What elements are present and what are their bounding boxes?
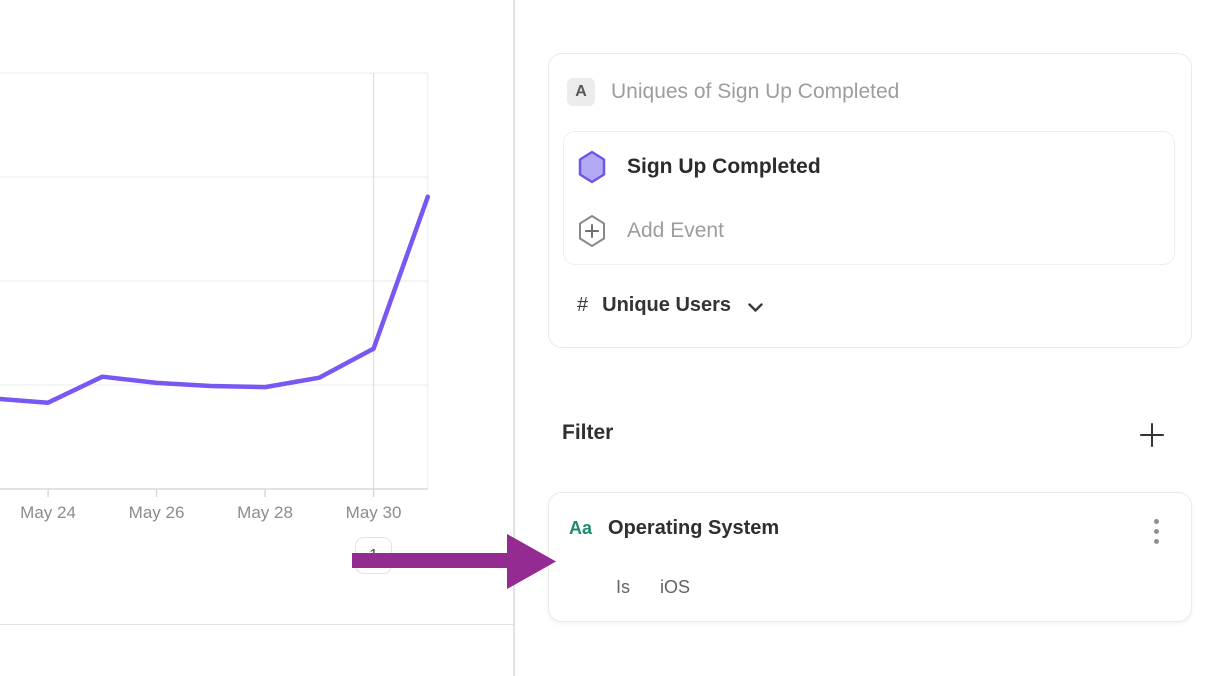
plus-icon	[1140, 423, 1164, 447]
measure-label: Unique Users	[602, 294, 732, 316]
line-chart	[0, 72, 431, 497]
filter-operator-label: Is	[616, 577, 631, 597]
events-card: Sign Up Completed Add Event	[563, 131, 1175, 265]
event-row-selected[interactable]: Sign Up Completed	[577, 150, 821, 184]
numeric-measure-icon: #	[577, 294, 589, 316]
filter-options-menu-icon[interactable]	[1150, 515, 1163, 548]
add-event-hexagon-icon	[579, 215, 605, 247]
series-letter-badge[interactable]: A	[567, 78, 595, 106]
metric-row[interactable]: A Uniques of Sign Up Completed	[567, 78, 899, 106]
event-hexagon-icon	[578, 150, 606, 184]
filter-section-heading: Filter	[562, 421, 614, 444]
panel-divider	[513, 0, 515, 676]
x-axis-tick-label: May 26	[128, 503, 185, 522]
event-name-label: Sign Up Completed	[627, 155, 821, 178]
add-event-label: Add Event	[627, 219, 724, 242]
metric-summary-label: Uniques of Sign Up Completed	[611, 80, 900, 103]
filter-property-label: Operating System	[608, 517, 780, 539]
filter-condition-row[interactable]: Is iOS	[616, 577, 690, 598]
filter-value-label: iOS	[660, 577, 691, 597]
string-type-badge: Aa	[569, 518, 593, 538]
filter-property-row[interactable]: Aa Operating System	[569, 517, 779, 540]
x-axis-tick-label: May 30	[345, 503, 402, 522]
measure-selector[interactable]: # Unique Users	[577, 294, 764, 317]
metrics-builder-card: A Uniques of Sign Up Completed Sign Up C…	[548, 53, 1192, 348]
chart-bottom-border	[0, 624, 513, 625]
filter-card[interactable]: Aa Operating System Is iOS	[548, 492, 1192, 622]
x-axis-tick-label: May 24	[20, 503, 76, 522]
x-axis: May 24 May 26 May 28 May 30	[0, 503, 513, 527]
add-event-button[interactable]: Add Event	[577, 214, 724, 248]
chevron-down-icon	[748, 302, 763, 312]
annotation-arrow-icon	[352, 534, 556, 589]
add-filter-button[interactable]	[1138, 421, 1166, 449]
x-axis-tick-label: May 28	[237, 503, 293, 522]
